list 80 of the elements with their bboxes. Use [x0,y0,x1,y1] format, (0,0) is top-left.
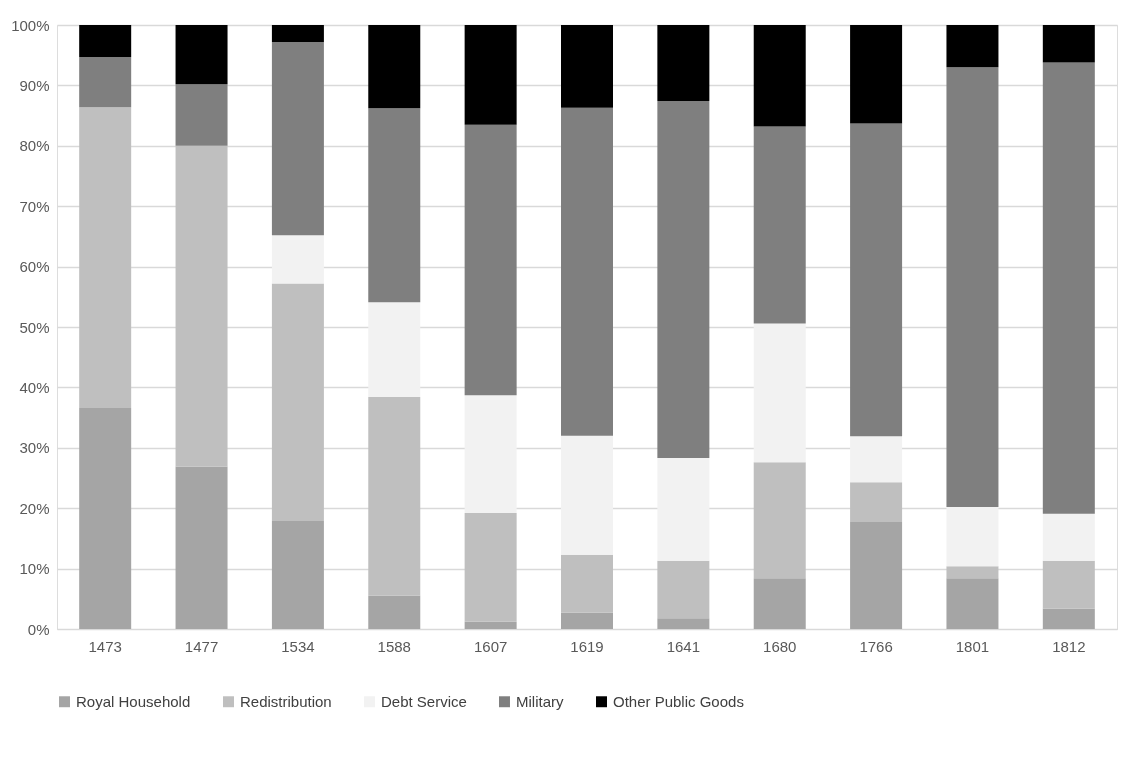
bar [464,25,517,125]
y-tick-label: 0% [27,620,50,638]
bar [657,618,710,629]
bar [175,25,228,85]
bar [657,25,710,102]
bar [753,323,806,463]
bar [368,302,421,398]
y-tick-label: 50% [19,318,50,336]
bar [946,506,999,567]
bar [271,235,324,284]
bar [1042,560,1095,609]
y-tick-label: 60% [19,258,50,276]
bar [79,407,132,629]
bar [850,436,903,483]
y-tick-label: 20% [19,499,50,517]
x-tick-label: 1619 [570,637,604,655]
bar [464,513,517,622]
bar [946,67,999,507]
bar [1042,608,1095,629]
y-tick-label: 70% [19,197,50,215]
bar [753,25,806,127]
bar [79,107,132,408]
bar [368,397,421,596]
legend-label: Redistribution [240,692,332,710]
bar [271,41,324,236]
bar [657,458,710,561]
bar [561,107,613,436]
bar [1042,62,1095,514]
bar [464,124,517,396]
legend-label: Debt Service [381,692,467,710]
bar [1042,513,1095,561]
x-tick-label: 1766 [859,637,893,655]
bar [657,560,710,619]
bar [946,25,999,68]
bar [368,595,421,629]
bar [175,84,228,146]
y-tick-label: 80% [19,137,50,155]
bar [753,126,806,324]
bar [464,395,517,514]
bar [79,57,132,108]
bar [561,435,613,555]
bar [271,283,324,521]
bar [79,25,132,58]
x-tick-label: 1588 [377,637,411,655]
bar [464,621,517,629]
y-tick-label: 40% [19,378,50,396]
bar [271,25,324,42]
bar [850,482,903,523]
x-tick-label: 1680 [763,637,797,655]
bar [753,462,806,579]
y-tick-label: 30% [19,439,50,457]
x-tick-label: 1477 [184,637,219,655]
x-tick-label: 1473 [88,637,122,655]
legend-label: Military [516,692,564,710]
bar [1042,25,1095,63]
bar [657,101,710,459]
x-tick-label: 1801 [955,637,990,655]
x-tick-label: 1534 [281,637,315,655]
bar [561,25,613,108]
bar [368,25,421,109]
bar [175,466,228,629]
y-tick-label: 100% [11,16,50,34]
bar [561,554,613,613]
x-tick-label: 1812 [1052,637,1086,655]
x-tick-label: 1607 [473,637,508,655]
legend-label: Other Public Goods [613,692,744,710]
bar [561,612,613,629]
bar [271,520,324,629]
bar [368,108,421,303]
bar [753,578,806,629]
bar [175,145,228,467]
bar [850,522,903,629]
bar [946,578,999,629]
bar [946,566,999,579]
x-tick-label: 1641 [666,637,701,655]
bar [850,25,903,124]
legend-label: Royal Household [76,692,191,710]
bar [850,123,903,437]
y-tick-label: 90% [19,76,50,94]
y-tick-label: 10% [19,560,50,578]
